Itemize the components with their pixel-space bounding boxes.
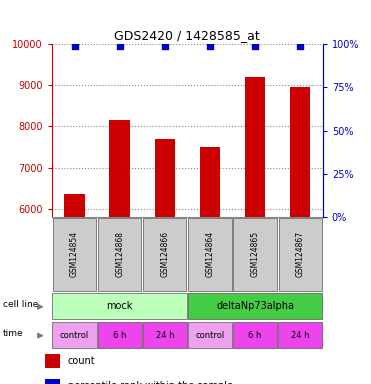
Bar (188, 218, 232, 291)
Bar (53, 218, 96, 291)
Bar (290, 88, 311, 384)
Text: GSM124865: GSM124865 (250, 231, 260, 278)
Bar (278, 322, 322, 348)
Text: GSM124854: GSM124854 (70, 231, 79, 278)
Bar (98, 322, 142, 348)
Bar (200, 147, 220, 384)
Title: GDS2420 / 1428585_at: GDS2420 / 1428585_at (115, 28, 260, 41)
Bar (188, 322, 232, 348)
Point (207, 43, 213, 49)
Bar (52, 293, 187, 319)
Text: 24 h: 24 h (155, 331, 174, 339)
Text: GSM124866: GSM124866 (160, 231, 169, 278)
Bar (155, 139, 175, 384)
Point (297, 43, 303, 49)
Bar (109, 120, 130, 384)
Point (117, 43, 123, 49)
Text: GSM124864: GSM124864 (206, 231, 214, 278)
Text: 6 h: 6 h (248, 331, 262, 339)
Text: count: count (68, 356, 95, 366)
Bar (143, 218, 187, 291)
Text: GSM124867: GSM124867 (296, 231, 305, 278)
Bar (52, 322, 96, 348)
Bar (279, 218, 322, 291)
Bar (233, 218, 277, 291)
Text: deltaNp73alpha: deltaNp73alpha (216, 301, 294, 311)
Bar (143, 322, 187, 348)
Bar (45, 354, 60, 368)
Bar (64, 194, 85, 384)
Bar (45, 379, 60, 384)
Point (252, 43, 258, 49)
Text: 6 h: 6 h (113, 331, 127, 339)
Text: time: time (3, 329, 23, 338)
Text: cell line: cell line (3, 300, 38, 309)
Bar (98, 218, 141, 291)
Text: 24 h: 24 h (291, 331, 309, 339)
Text: GSM124868: GSM124868 (115, 232, 124, 277)
Text: percentile rank within the sample: percentile rank within the sample (68, 381, 233, 384)
Bar (245, 77, 265, 384)
Point (162, 43, 168, 49)
Text: mock: mock (106, 301, 133, 311)
Bar (233, 322, 277, 348)
Text: control: control (195, 331, 224, 339)
Text: control: control (60, 331, 89, 339)
Bar (188, 293, 322, 319)
Point (72, 43, 78, 49)
